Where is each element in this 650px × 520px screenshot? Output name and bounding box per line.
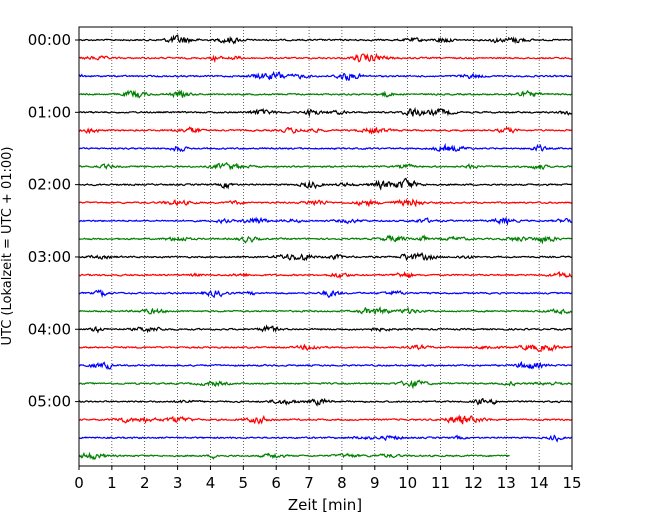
- trace-02:00: [78, 177, 573, 191]
- x-tick-label: 13: [497, 474, 516, 492]
- x-tick-label: 9: [370, 474, 380, 492]
- x-tick-label: 0: [74, 474, 84, 492]
- x-axis-label: Zeit [min]: [288, 496, 362, 514]
- x-tick-label: 1: [107, 474, 117, 492]
- y-tick-label: 02:00: [28, 176, 71, 194]
- trace-01:00: [78, 106, 573, 118]
- y-tick-label: 01:00: [28, 103, 71, 121]
- grid-layer: [111, 27, 540, 466]
- y-tick-label: 04:00: [28, 320, 71, 338]
- y-axis-label: UTC (Lokalzeit = UTC + 01:00): [0, 147, 15, 346]
- x-tick-label: 8: [337, 474, 347, 492]
- x-tick-label: 3: [173, 474, 183, 492]
- trace-01:30: [78, 142, 573, 153]
- x-tick-label: 14: [530, 474, 549, 492]
- x-axis: 0 1 2 3 4 5 6 7 8 9 10 11 12 13 14 15: [74, 466, 582, 492]
- x-tick-label: 12: [464, 474, 483, 492]
- y-axis: 00:00 01:00 02:00 03:00 04:00 05:00: [28, 31, 79, 411]
- trace-03:30: [78, 289, 572, 299]
- trace-00:45: [78, 89, 572, 99]
- trace-01:15: [78, 126, 573, 135]
- trace-00:15: [78, 52, 572, 64]
- trace-00:30: [78, 70, 573, 82]
- x-tick-label: 10: [398, 474, 417, 492]
- x-tick-label: 15: [562, 474, 581, 492]
- y-tick-label: 05:00: [28, 393, 71, 411]
- trace-05:00: [78, 397, 573, 407]
- trace-02:30: [78, 216, 573, 227]
- trace-05:30: [78, 434, 573, 443]
- trace-02:45: [78, 234, 572, 245]
- trace-00:00: [78, 34, 572, 45]
- trace-03:15: [78, 270, 573, 280]
- trace-layer: [78, 34, 573, 461]
- trace-05:45: [78, 451, 510, 461]
- trace-04:30: [78, 360, 572, 370]
- x-tick-label: 2: [140, 474, 150, 492]
- trace-05:15: [78, 414, 573, 425]
- trace-03:00: [78, 251, 572, 262]
- x-tick-label: 7: [304, 474, 314, 492]
- x-tick-label: 4: [206, 474, 216, 492]
- trace-03:45: [78, 306, 573, 315]
- trace-04:45: [78, 379, 572, 390]
- trace-02:15: [78, 198, 573, 208]
- x-tick-label: 5: [239, 474, 249, 492]
- y-tick-label: 00:00: [28, 31, 71, 49]
- x-tick-label: 11: [431, 474, 450, 492]
- trace-01:45: [78, 161, 573, 171]
- y-tick-label: 03:00: [28, 248, 71, 266]
- plot-frame: [78, 26, 573, 467]
- trace-04:00: [78, 324, 573, 334]
- x-tick-label: 6: [271, 474, 281, 492]
- trace-04:15: [78, 343, 573, 353]
